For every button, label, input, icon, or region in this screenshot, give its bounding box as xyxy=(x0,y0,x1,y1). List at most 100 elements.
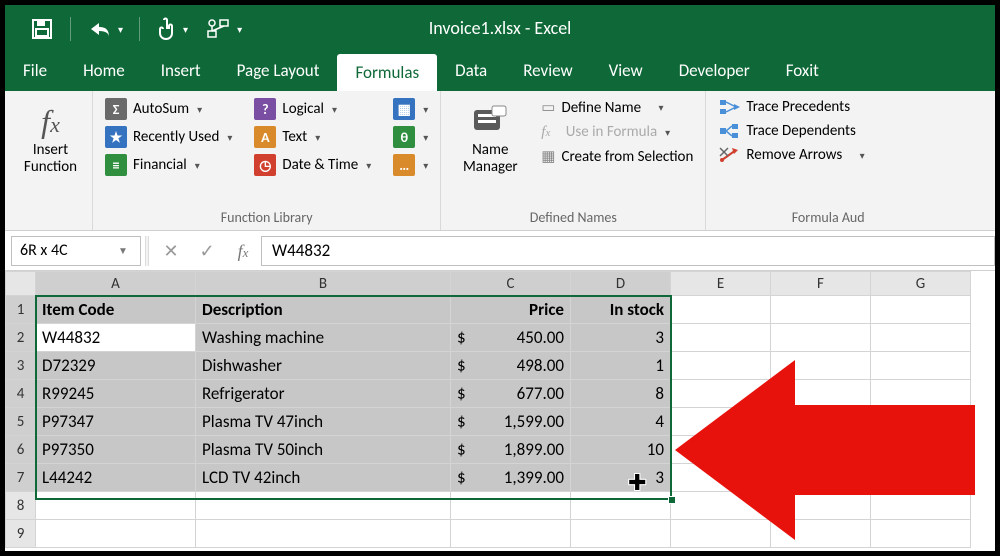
cell[interactable]: P97350 xyxy=(36,436,196,464)
cell[interactable]: 1 xyxy=(571,352,671,380)
cell[interactable] xyxy=(771,436,871,464)
cell[interactable] xyxy=(871,464,971,492)
text-button[interactable]: AText▾ xyxy=(250,124,375,150)
tab-data[interactable]: Data xyxy=(437,54,505,91)
math-button[interactable]: θ▾ xyxy=(389,124,432,150)
cell[interactable] xyxy=(871,436,971,464)
cell[interactable]: D72329 xyxy=(36,352,196,380)
col-header-b[interactable]: B xyxy=(196,272,451,296)
cell[interactable]: Washing machine xyxy=(196,324,451,352)
cell[interactable] xyxy=(871,492,971,520)
cell[interactable] xyxy=(871,324,971,352)
name-manager-button[interactable]: NameManager xyxy=(449,96,531,177)
cell[interactable]: $498.00 xyxy=(451,352,571,380)
col-header-d[interactable]: D xyxy=(571,272,671,296)
cell[interactable]: Item Code xyxy=(36,296,196,324)
col-header-c[interactable]: C xyxy=(451,272,571,296)
table-row[interactable]: 2 W44832 Washing machine $450.00 3 xyxy=(6,324,971,352)
cell[interactable] xyxy=(871,408,971,436)
cell[interactable]: $1,899.00 xyxy=(451,436,571,464)
touch-mode-icon[interactable]: ▾ xyxy=(156,17,188,41)
more-functions-button[interactable]: …▾ xyxy=(389,152,432,178)
fill-handle[interactable] xyxy=(668,496,676,504)
insert-function-icon[interactable]: fx xyxy=(225,240,261,262)
row-header[interactable]: 3 xyxy=(6,352,36,380)
recently-used-button[interactable]: ★Recently Used▾ xyxy=(101,124,236,150)
cell[interactable] xyxy=(671,464,771,492)
tab-file[interactable]: File xyxy=(5,54,65,91)
row-header[interactable]: 8 xyxy=(6,492,36,520)
cell[interactable] xyxy=(771,296,871,324)
table-row[interactable]: 9 xyxy=(6,520,971,548)
define-name-button[interactable]: ▭Define Name ▾ xyxy=(537,96,697,119)
remove-arrows-button[interactable]: Remove Arrows ▾ xyxy=(714,144,868,166)
row-header[interactable]: 4 xyxy=(6,380,36,408)
cell[interactable] xyxy=(871,296,971,324)
cell[interactable] xyxy=(671,436,771,464)
cell[interactable]: $450.00 xyxy=(451,324,571,352)
cell[interactable] xyxy=(36,520,196,548)
tab-formulas[interactable]: Formulas xyxy=(337,54,437,91)
cell[interactable] xyxy=(571,492,671,520)
cell[interactable] xyxy=(671,408,771,436)
formula-input[interactable]: W44832 xyxy=(261,236,995,266)
cell[interactable] xyxy=(671,352,771,380)
cell[interactable] xyxy=(871,520,971,548)
cell[interactable] xyxy=(196,520,451,548)
cell[interactable] xyxy=(671,492,771,520)
cell[interactable] xyxy=(771,352,871,380)
row-header[interactable]: 2 xyxy=(6,324,36,352)
lookup-button[interactable]: ▦▾ xyxy=(389,96,432,122)
cell[interactable]: P97347 xyxy=(36,408,196,436)
col-header-e[interactable]: E xyxy=(671,272,771,296)
row-header[interactable]: 1 xyxy=(6,296,36,324)
table-row[interactable]: 8 xyxy=(6,492,971,520)
cell[interactable]: 8 xyxy=(571,380,671,408)
undo-icon[interactable]: ▾ xyxy=(87,19,123,39)
cell[interactable]: W44832 xyxy=(36,324,196,352)
col-header-g[interactable]: G xyxy=(871,272,971,296)
cell[interactable]: $677.00 xyxy=(451,380,571,408)
select-all-corner[interactable] xyxy=(6,272,36,296)
chevron-down-icon[interactable]: ▼ xyxy=(114,244,132,257)
cell[interactable] xyxy=(771,380,871,408)
tab-foxit[interactable]: Foxit xyxy=(768,54,837,91)
create-from-selection-button[interactable]: ▦Create from Selection xyxy=(537,145,697,168)
cell[interactable]: In stock xyxy=(571,296,671,324)
col-header-f[interactable]: F xyxy=(771,272,871,296)
enter-icon[interactable]: ✓ xyxy=(189,240,225,262)
cell[interactable]: L44242 xyxy=(36,464,196,492)
table-row[interactable]: 1 Item Code Description Price In stock xyxy=(6,296,971,324)
row-header[interactable]: 9 xyxy=(6,520,36,548)
table-row[interactable]: 5 P97347 Plasma TV 47inch $1,599.00 4 xyxy=(6,408,971,436)
cell[interactable]: LCD TV 42inch xyxy=(196,464,451,492)
name-box[interactable]: 6R x 4C ▼ xyxy=(11,236,141,266)
cell[interactable] xyxy=(871,352,971,380)
cell[interactable]: $1,399.00 xyxy=(451,464,571,492)
cell[interactable] xyxy=(451,492,571,520)
row-header[interactable]: 5 xyxy=(6,408,36,436)
cell[interactable]: 4 xyxy=(571,408,671,436)
cell[interactable]: Plasma TV 47inch xyxy=(196,408,451,436)
worksheet[interactable]: A B C D E F G 1 Item Code Description Pr… xyxy=(5,271,995,548)
table-row[interactable]: 7 L44242 LCD TV 42inch $1,399.00 3 xyxy=(6,464,971,492)
row-header[interactable]: 6 xyxy=(6,436,36,464)
cell[interactable] xyxy=(671,380,771,408)
cell[interactable] xyxy=(451,520,571,548)
col-header-a[interactable]: A xyxy=(36,272,196,296)
table-row[interactable]: 3 D72329 Dishwasher $498.00 1 xyxy=(6,352,971,380)
cell[interactable]: R99245 xyxy=(36,380,196,408)
cell[interactable]: Plasma TV 50inch xyxy=(196,436,451,464)
cell[interactable]: Dishwasher xyxy=(196,352,451,380)
tab-view[interactable]: View xyxy=(591,54,661,91)
autosum-button[interactable]: ΣAutoSum▾ xyxy=(101,96,236,122)
logical-button[interactable]: ?Logical▾ xyxy=(250,96,375,122)
table-row[interactable]: 4 R99245 Refrigerator $677.00 8 xyxy=(6,380,971,408)
cell[interactable]: Price xyxy=(451,296,571,324)
cell[interactable]: 3 xyxy=(571,324,671,352)
trace-precedents-button[interactable]: Trace Precedents xyxy=(714,96,868,118)
tab-page-layout[interactable]: Page Layout xyxy=(219,54,338,91)
grid[interactable]: A B C D E F G 1 Item Code Description Pr… xyxy=(5,271,971,548)
save-icon[interactable] xyxy=(30,17,54,41)
trace-dependents-button[interactable]: Trace Dependents xyxy=(714,120,868,142)
